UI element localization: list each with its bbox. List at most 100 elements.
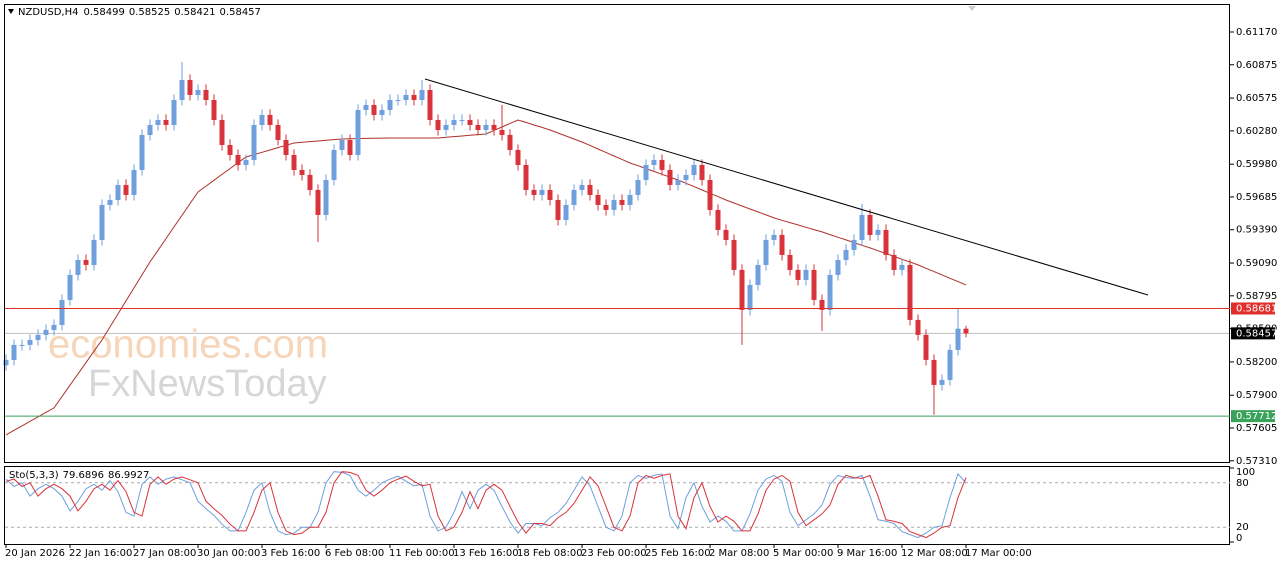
indicator-tick-label: 80: [1236, 478, 1249, 489]
candle-body: [163, 119, 169, 125]
indicator-main-value: 79.6896: [63, 470, 104, 481]
candle-body: [155, 119, 161, 125]
candle-body: [723, 229, 729, 240]
candle-body: [635, 179, 641, 195]
price-level-box: [1231, 410, 1275, 423]
candle-body: [11, 344, 17, 360]
x-tick-label: 22 Jan 16:00: [69, 548, 132, 559]
candle-body: [643, 164, 649, 180]
candle-body: [715, 209, 721, 230]
y-tick-label: 0.59390: [1236, 225, 1277, 236]
candle-body: [483, 124, 489, 130]
candle-body: [115, 184, 121, 200]
candle-body: [579, 184, 585, 190]
candle-body: [499, 129, 505, 135]
candle-body: [475, 124, 481, 130]
candle-body: [123, 184, 129, 195]
x-tick-label: 13 Feb 16:00: [453, 548, 519, 559]
candle-body: [83, 259, 89, 265]
candle-body: [587, 184, 593, 195]
price-level-box: [1231, 302, 1275, 315]
candle-body: [747, 284, 753, 310]
candle-body: [947, 349, 953, 380]
candle-body: [403, 94, 409, 100]
candle-body: [795, 269, 801, 280]
y-tick-label: 0.61170: [1236, 27, 1277, 38]
indicator-frame: [4, 466, 1230, 545]
candle-body: [915, 319, 921, 335]
candle-body: [307, 174, 313, 190]
shift-marker: [968, 6, 976, 11]
candle-body: [867, 214, 873, 235]
price-level-label: 0.57712: [1236, 411, 1277, 422]
candle-body: [187, 79, 193, 95]
candle-body: [683, 174, 689, 180]
candle-body: [427, 89, 433, 120]
candle-body: [451, 119, 457, 125]
candle-body: [459, 119, 465, 121]
candle-body: [691, 164, 697, 175]
candle-body: [555, 199, 561, 220]
price-level-label: 0.58681: [1236, 303, 1277, 314]
candle-body: [963, 328, 969, 334]
y-tick-label: 0.59090: [1236, 258, 1277, 269]
x-tick-label: 6 Feb 08:00: [325, 548, 384, 559]
header: NZDUSD,H4 0.58499 0.58525 0.58421 0.58457: [18, 7, 261, 18]
candle-body: [227, 144, 233, 155]
candle-body: [563, 204, 569, 220]
candle-body: [3, 359, 9, 366]
x-tick-label: 27 Jan 08:00: [133, 548, 196, 559]
candle-body: [411, 94, 417, 100]
candle-body: [315, 189, 321, 215]
candle-body: [843, 249, 849, 260]
candle-body: [235, 154, 241, 165]
candle-body: [283, 139, 289, 155]
candle-body: [899, 264, 905, 270]
y-tick-label: 0.57900: [1236, 390, 1277, 401]
candle-body: [59, 299, 65, 325]
menu-arrow[interactable]: [8, 9, 14, 14]
x-tick-label: 2 Mar 08:00: [709, 548, 769, 559]
indicator-line: [5, 471, 967, 539]
candle-body: [27, 339, 33, 345]
candle-body: [19, 344, 25, 346]
candle-body: [779, 234, 785, 255]
candle-body: [339, 139, 345, 150]
candle-body: [771, 234, 777, 240]
candle-body: [267, 114, 273, 125]
watermark: economies.com: [48, 323, 328, 367]
ohlc-high: 0.58525: [129, 7, 170, 18]
current-price-box: [1231, 327, 1275, 340]
indicator-tick-label: 100: [1236, 467, 1255, 478]
y-tick-label: 0.60280: [1236, 126, 1277, 137]
candle-body: [883, 229, 889, 255]
x-tick-label: 23 Feb 00:00: [581, 548, 647, 559]
candle-body: [467, 119, 473, 125]
y-tick-label: 0.57605: [1236, 423, 1277, 434]
ohlc-open: 0.58499: [83, 7, 124, 18]
current-price-label: 0.58457: [1236, 328, 1277, 339]
candle-body: [907, 264, 913, 320]
candle-body: [323, 179, 329, 215]
indicator-header: Sto(5,3,3) 79.6896 86.9927: [9, 470, 149, 481]
candle-body: [619, 199, 625, 205]
candle-body: [827, 274, 833, 310]
candle-body: [659, 159, 665, 170]
candle-body: [787, 254, 793, 270]
candle-body: [67, 274, 73, 300]
x-tick-label: 3 Feb 16:00: [261, 548, 320, 559]
x-tick-label: 18 Feb 08:00: [517, 548, 583, 559]
candle-body: [219, 119, 225, 145]
x-tick-label: 20 Jan 2026: [5, 548, 65, 559]
x-tick-label: 12 Mar 08:00: [901, 548, 968, 559]
candle-body: [43, 329, 49, 335]
indicator-tick-label: 20: [1236, 522, 1249, 533]
candle-body: [699, 164, 705, 180]
y-tick-label: 0.60875: [1236, 60, 1277, 71]
candle-body: [611, 199, 617, 210]
candle-body: [379, 109, 385, 115]
candle-body: [491, 124, 497, 130]
candle-body: [259, 114, 265, 125]
